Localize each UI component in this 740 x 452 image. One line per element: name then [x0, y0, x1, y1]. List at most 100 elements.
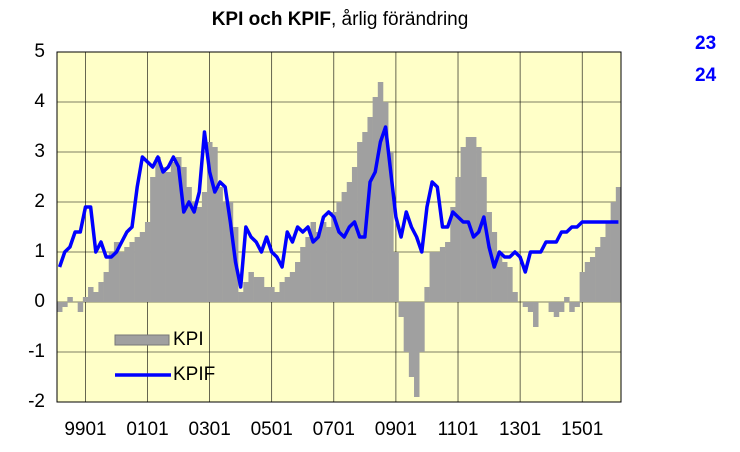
bar — [574, 302, 580, 307]
bar — [88, 287, 94, 302]
bar — [119, 252, 125, 302]
bar — [269, 287, 275, 302]
bar — [393, 252, 399, 302]
bar — [357, 142, 363, 302]
y-tick-label: 3 — [34, 141, 45, 162]
bar — [465, 137, 472, 302]
bar — [253, 277, 260, 302]
bar — [367, 117, 373, 302]
bar — [408, 302, 415, 377]
bar — [165, 172, 172, 302]
legend-label: KPI — [173, 329, 204, 350]
bar — [227, 202, 234, 302]
bar — [263, 287, 270, 302]
bar — [439, 247, 446, 302]
x-tick-label: 9901 — [64, 419, 106, 440]
bar — [414, 302, 420, 397]
annotation: 23 — [695, 33, 716, 54]
bar — [507, 267, 513, 302]
bar — [548, 302, 555, 312]
bar — [476, 147, 482, 302]
bar — [610, 202, 617, 302]
bar — [305, 237, 311, 302]
bar — [605, 222, 611, 302]
bar — [57, 302, 63, 312]
bar — [445, 242, 451, 302]
bar — [238, 292, 244, 302]
bar — [300, 247, 306, 302]
bar — [160, 167, 166, 302]
bar — [419, 302, 425, 352]
bar — [460, 147, 467, 302]
bar — [284, 277, 291, 302]
bar — [134, 237, 141, 302]
y-tick-label: 4 — [34, 91, 45, 112]
bar — [207, 142, 213, 302]
title-bold: KPI och KPIF — [212, 9, 331, 30]
bar — [403, 302, 410, 352]
bar — [191, 202, 198, 302]
bar — [615, 187, 622, 302]
y-tick-label: 0 — [34, 291, 45, 312]
bar — [429, 252, 436, 302]
y-tick-label: 2 — [34, 191, 45, 212]
bar — [217, 187, 223, 302]
bar — [279, 282, 285, 302]
y-tick-label: -1 — [28, 341, 45, 362]
x-tick-label: 0901 — [375, 419, 417, 440]
bar — [326, 227, 332, 302]
bar — [512, 292, 518, 302]
title-rest: , årlig förändring — [331, 9, 468, 30]
x-tick-label: 0701 — [313, 419, 355, 440]
bar — [222, 202, 229, 302]
bar — [113, 242, 120, 302]
bar — [201, 192, 208, 302]
bar — [186, 187, 192, 302]
bar — [579, 272, 586, 302]
bar — [212, 147, 218, 302]
bar — [388, 152, 394, 302]
bar — [77, 302, 84, 312]
bar — [98, 282, 104, 302]
bar — [589, 257, 596, 302]
bar — [93, 292, 99, 302]
bar — [336, 202, 342, 302]
bar — [595, 247, 601, 302]
bar — [450, 207, 456, 302]
x-tick-label: 0101 — [126, 419, 168, 440]
bar — [486, 212, 492, 302]
legend-label: KPIF — [173, 364, 215, 385]
annotation: 24 — [695, 65, 717, 86]
bar — [434, 252, 441, 302]
bar — [600, 237, 606, 302]
bar — [176, 157, 182, 302]
bar — [181, 167, 187, 302]
bar — [564, 297, 570, 302]
bar — [382, 102, 389, 302]
bar — [108, 252, 115, 302]
bar — [124, 247, 130, 302]
bar — [295, 262, 301, 302]
bar — [310, 222, 317, 302]
bar — [470, 137, 477, 302]
bar — [341, 192, 348, 302]
bar — [553, 302, 560, 317]
bar — [455, 177, 461, 302]
bar — [558, 302, 565, 312]
bar — [527, 302, 534, 312]
bar — [150, 177, 156, 302]
bar — [170, 162, 177, 302]
bar — [67, 297, 73, 302]
x-tick-label: 0501 — [251, 419, 293, 440]
bar — [129, 242, 135, 302]
bar — [320, 222, 327, 302]
bar — [144, 222, 151, 302]
bar — [196, 207, 203, 302]
x-tick-label: 0301 — [189, 419, 231, 440]
bar — [289, 272, 296, 302]
bar — [501, 262, 508, 302]
bar — [569, 302, 575, 312]
bar — [258, 277, 265, 302]
bar — [481, 177, 487, 302]
bar — [377, 82, 384, 302]
